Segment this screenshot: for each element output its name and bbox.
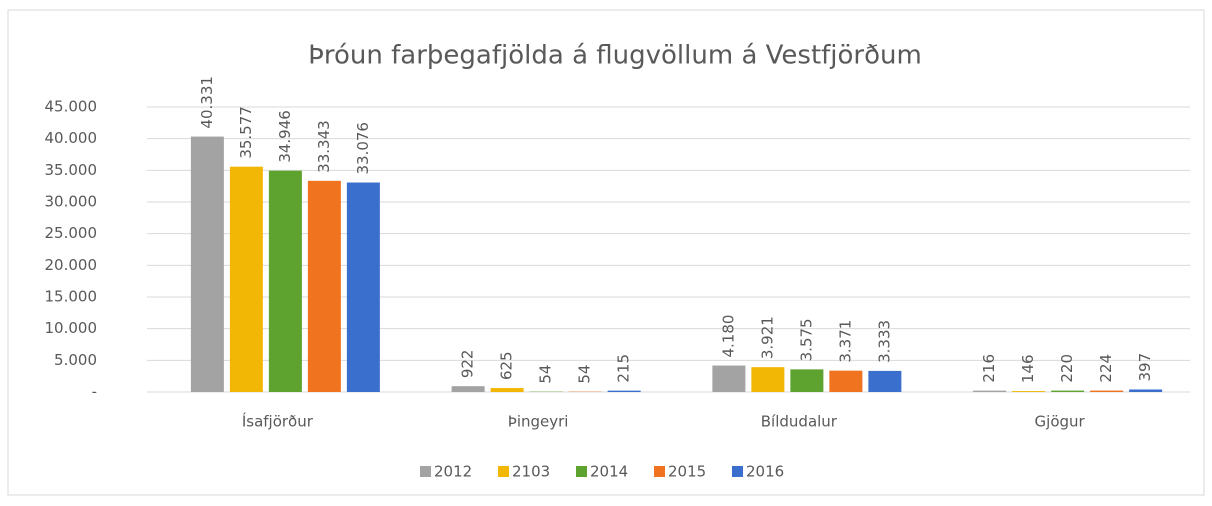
chart-frame bbox=[8, 10, 1204, 495]
legend-swatch bbox=[732, 466, 743, 477]
data-label: 34.946 bbox=[276, 110, 294, 163]
bar bbox=[1012, 391, 1045, 392]
x-tick-label: Bíldudalur bbox=[761, 413, 838, 431]
bar bbox=[1090, 391, 1123, 392]
y-tick-label: 15.000 bbox=[45, 288, 98, 306]
bar bbox=[1051, 391, 1084, 392]
data-label: 216 bbox=[980, 354, 998, 383]
y-tick-label: 10.000 bbox=[45, 319, 98, 337]
data-label: 922 bbox=[459, 350, 477, 379]
bar bbox=[269, 171, 302, 392]
y-tick-label: 20.000 bbox=[45, 256, 98, 274]
legend-label: 2103 bbox=[512, 463, 550, 481]
legend-swatch bbox=[576, 466, 587, 477]
bar bbox=[712, 366, 745, 392]
y-tick-label: 25.000 bbox=[45, 224, 98, 242]
data-label: 4.180 bbox=[719, 315, 737, 358]
x-tick-label: Ísafjörður bbox=[242, 412, 314, 431]
bar bbox=[790, 369, 823, 392]
y-tick-label: 35.000 bbox=[45, 161, 98, 179]
x-tick-label: Þingeyri bbox=[508, 413, 569, 431]
bar bbox=[191, 137, 224, 392]
data-label: 40.331 bbox=[198, 76, 216, 129]
bar bbox=[608, 391, 641, 392]
data-label: 625 bbox=[498, 351, 516, 380]
data-label: 35.577 bbox=[237, 106, 255, 159]
data-label: 54 bbox=[576, 365, 594, 384]
data-label: 224 bbox=[1097, 354, 1115, 383]
chart-title: Þróun farþegafjölda á flugvöllum á Vestf… bbox=[308, 41, 922, 71]
y-tick-label: 45.000 bbox=[45, 98, 98, 116]
bar bbox=[230, 167, 263, 392]
y-tick-label: 40.000 bbox=[45, 129, 98, 147]
data-label: 33.343 bbox=[315, 120, 333, 173]
legend-label: 2015 bbox=[668, 463, 706, 481]
bar bbox=[1129, 389, 1162, 392]
y-tick-label: 5.000 bbox=[54, 351, 97, 369]
data-label: 3.333 bbox=[875, 320, 893, 363]
bar bbox=[829, 371, 862, 392]
bar bbox=[452, 386, 485, 392]
data-label: 220 bbox=[1058, 354, 1076, 383]
bar bbox=[868, 371, 901, 392]
bar bbox=[308, 181, 341, 392]
data-label: 3.575 bbox=[797, 318, 815, 361]
legend-label: 2014 bbox=[590, 463, 628, 481]
legend-swatch bbox=[654, 466, 665, 477]
legend-swatch bbox=[498, 466, 509, 477]
legend-swatch bbox=[420, 466, 431, 477]
x-tick-label: Gjögur bbox=[1035, 413, 1086, 431]
data-label: 54 bbox=[537, 365, 555, 384]
data-label: 33.076 bbox=[354, 122, 372, 175]
bar bbox=[751, 367, 784, 392]
bar bbox=[347, 183, 380, 392]
data-label: 397 bbox=[1136, 353, 1154, 382]
data-label: 3.371 bbox=[836, 320, 854, 363]
bar bbox=[973, 391, 1006, 392]
data-label: 146 bbox=[1019, 354, 1037, 383]
legend-label: 2012 bbox=[434, 463, 472, 481]
y-tick-label: 30.000 bbox=[45, 193, 98, 211]
y-tick-label: - bbox=[92, 383, 97, 401]
bar bbox=[491, 388, 524, 392]
data-label: 215 bbox=[615, 354, 633, 383]
legend-label: 2016 bbox=[746, 463, 784, 481]
data-label: 3.921 bbox=[758, 316, 776, 359]
